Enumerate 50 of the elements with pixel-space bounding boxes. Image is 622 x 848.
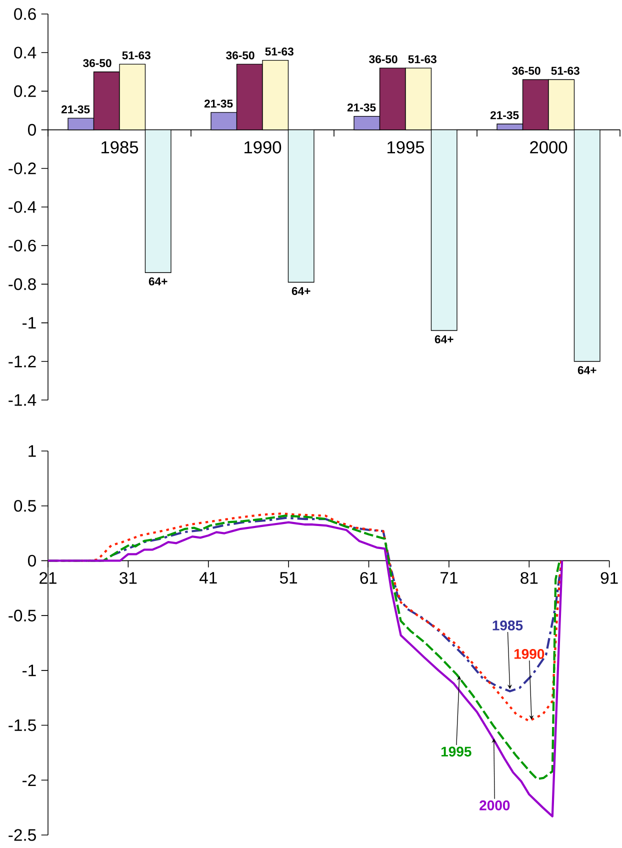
x-tick-label: 1990: [244, 141, 282, 154]
y-tick-label: 0.4: [14, 46, 36, 58]
text: 51-63: [551, 66, 580, 75]
series-label: 1990: [514, 649, 544, 659]
y-tick-label: 0.6: [14, 8, 36, 20]
y-tick-label: -1: [22, 664, 36, 676]
y-tick-label: -1.5: [8, 719, 36, 732]
series-label: 21-35: [61, 105, 90, 114]
series-label: 51-63: [122, 51, 150, 60]
text: 64+: [292, 287, 310, 296]
x-tick-label: 2000: [530, 141, 568, 154]
text: 36-50: [369, 55, 398, 64]
text: 1995: [441, 746, 472, 757]
series-label: 2000: [480, 800, 510, 810]
y-tick-label: 0: [28, 554, 36, 567]
y-tick-label: -0.8: [8, 278, 36, 290]
text: 21-35: [490, 111, 519, 120]
series-label: 1985: [492, 620, 523, 630]
text: 21-35: [204, 100, 233, 108]
text: 64+: [148, 277, 168, 286]
y-tick-label: -0.5: [8, 610, 36, 622]
y-tick-label: -2.5: [8, 829, 36, 841]
y-tick-label: 1: [28, 445, 36, 457]
series-label: 36-50: [226, 51, 254, 60]
text: 36-50: [83, 59, 112, 68]
y-tick-label: -1.4: [8, 394, 36, 406]
x-tick-label: 1985: [102, 141, 138, 154]
y-tick-label: -0.2: [8, 162, 36, 174]
text: 64+: [578, 366, 596, 374]
text: 51-63: [265, 48, 294, 56]
y-tick-label: -1.2: [8, 356, 36, 368]
x-tick-label: 61: [360, 572, 378, 584]
y-tick-label: -2: [22, 774, 36, 786]
text: 51-63: [408, 55, 436, 64]
text: 36-50: [512, 66, 540, 75]
y-tick-label: -1: [22, 317, 36, 329]
y-tick-label: 0: [28, 124, 36, 136]
y-tick-label: -0.4: [8, 201, 36, 213]
y-tick-label: 0.5: [14, 500, 36, 512]
x-tick-label: 31: [120, 572, 137, 584]
text: 21-35: [347, 103, 376, 112]
x-tick-label: 81: [520, 572, 538, 584]
series-label: 64+: [434, 335, 454, 344]
x-tick-label: 71: [440, 572, 458, 584]
x-tick-label: 1995: [388, 141, 424, 154]
y-tick-label: 0.2: [14, 85, 36, 98]
x-tick-label: 51: [280, 572, 298, 584]
x-tick-label: 41: [199, 572, 217, 584]
y-tick-label: -0.6: [8, 240, 36, 252]
x-tick-label: 91: [600, 572, 618, 584]
